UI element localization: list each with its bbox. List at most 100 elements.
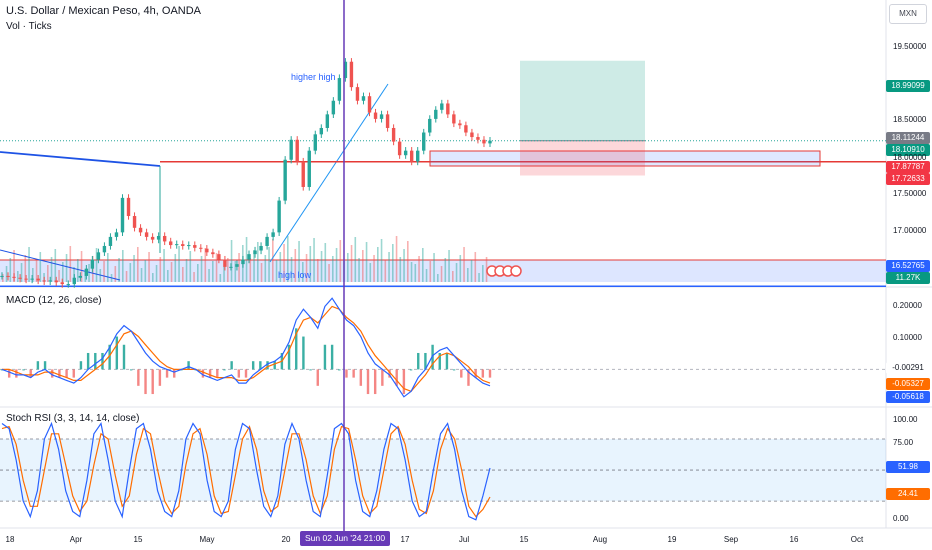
macd-histogram-bar — [79, 361, 83, 370]
candle-body — [470, 132, 474, 138]
candle-body — [434, 109, 438, 119]
volume-bar — [335, 248, 338, 282]
candle-body — [181, 244, 185, 246]
macd-histogram-bar — [251, 361, 255, 370]
candle-body — [319, 127, 324, 135]
volume-bar — [455, 263, 458, 282]
time-axis-tick: Jul — [458, 535, 470, 544]
macd-histogram-bar — [366, 369, 370, 395]
price-axis-tick: 19.50000 — [893, 42, 927, 51]
volume-bar — [440, 266, 443, 282]
macd-histogram-bar — [22, 369, 25, 371]
volume-indicator-label[interactable]: Vol · Ticks — [6, 21, 52, 32]
volume-bar — [167, 270, 169, 282]
volume-bar — [414, 264, 417, 282]
candle-body — [403, 150, 408, 156]
volume-bar — [245, 237, 248, 282]
macd-line — [1, 297, 491, 398]
candle-body — [446, 103, 450, 115]
macd-histogram-bar — [201, 369, 205, 378]
macd-histogram-bar — [395, 369, 398, 386]
macd-histogram-bar — [345, 369, 348, 378]
volume-bar — [114, 266, 117, 282]
macd-histogram-bar — [65, 369, 68, 378]
volume-bar — [17, 271, 19, 282]
volume-bar — [463, 247, 465, 282]
volume-bar — [260, 263, 263, 282]
volume-bar — [429, 261, 432, 282]
volume-bar — [294, 249, 297, 282]
volume-bar — [50, 257, 53, 282]
macd-histogram-bar — [122, 344, 126, 370]
macd-indicator-label[interactable]: MACD (12, 26, close) — [6, 295, 102, 306]
support-price-label: 17.87787 — [886, 161, 930, 173]
stoch-d-line — [1, 425, 491, 518]
candle-body — [96, 252, 101, 260]
candle-body — [247, 254, 251, 260]
candle-body — [114, 232, 119, 237]
candle-body — [337, 78, 342, 101]
volume-bar — [362, 250, 364, 282]
volume-bar — [347, 253, 349, 282]
volume-bar — [219, 274, 222, 282]
macd-histogram-bar — [381, 369, 384, 386]
descending-trendline — [0, 151, 161, 167]
macd-histogram-bar — [302, 336, 305, 370]
macd-histogram-bar — [15, 369, 18, 378]
candle-body — [18, 277, 22, 279]
volume-bar — [170, 262, 173, 282]
macd-histogram-bar — [72, 369, 75, 378]
volume-bar — [24, 255, 27, 282]
macd-histogram-bar — [330, 344, 334, 370]
price-label: 18.11244 — [886, 132, 930, 144]
candle-body — [168, 241, 173, 246]
macd-signal-label: -0.05327 — [886, 378, 930, 390]
macd-histogram-bar — [431, 344, 434, 370]
volume-bar — [253, 250, 255, 282]
macd-line-label: -0.05618 — [886, 391, 930, 403]
macd-histogram-bar — [417, 352, 420, 370]
volume-bar — [437, 274, 439, 282]
stochrsi-indicator-label[interactable]: Stoch RSI (3, 3, 14, 14, close) — [6, 413, 140, 424]
candle-body — [355, 87, 360, 101]
candle-body — [187, 245, 191, 247]
price-axis-tick: 18.00000 — [893, 153, 927, 162]
volume-bar — [230, 240, 233, 282]
higher-high-annotation[interactable]: higher high — [291, 72, 336, 82]
volume-bar — [133, 255, 135, 282]
volume-bar — [418, 256, 420, 282]
volume-bar — [212, 261, 214, 282]
candle-body — [331, 100, 336, 115]
candle-body — [343, 61, 348, 79]
volume-bar — [264, 255, 267, 282]
volume-bar — [140, 268, 143, 282]
volume-bar — [388, 252, 390, 282]
volume-bar — [302, 262, 304, 282]
time-axis-tick: 19 — [667, 535, 677, 544]
macd-histogram-bar — [108, 344, 111, 370]
volume-bar — [28, 247, 30, 282]
high-low-annotation[interactable]: high low — [278, 270, 312, 280]
candle-body — [422, 132, 426, 151]
macd-histogram-bar — [216, 369, 219, 378]
volume-bar — [39, 252, 42, 282]
candle-body — [440, 103, 444, 110]
candle-body — [259, 245, 263, 251]
candle-body — [488, 140, 492, 144]
macd-histogram-bar — [359, 369, 363, 386]
volume-bar — [305, 254, 308, 282]
volume-bar — [32, 268, 34, 282]
candle-body — [458, 123, 462, 126]
volume-bar — [58, 270, 60, 282]
volume-bar — [204, 248, 207, 282]
volume-bar — [320, 251, 323, 282]
volume-bar — [238, 253, 240, 282]
macd-histogram-bar — [36, 361, 40, 370]
macd-histogram-bar — [373, 369, 377, 395]
time-axis-tick: 18 — [5, 535, 15, 544]
volume-bar — [283, 244, 285, 282]
stoch-d-label: 24.41 — [886, 488, 930, 500]
currency-button[interactable]: MXN — [889, 4, 927, 24]
volume-bar — [163, 249, 165, 282]
